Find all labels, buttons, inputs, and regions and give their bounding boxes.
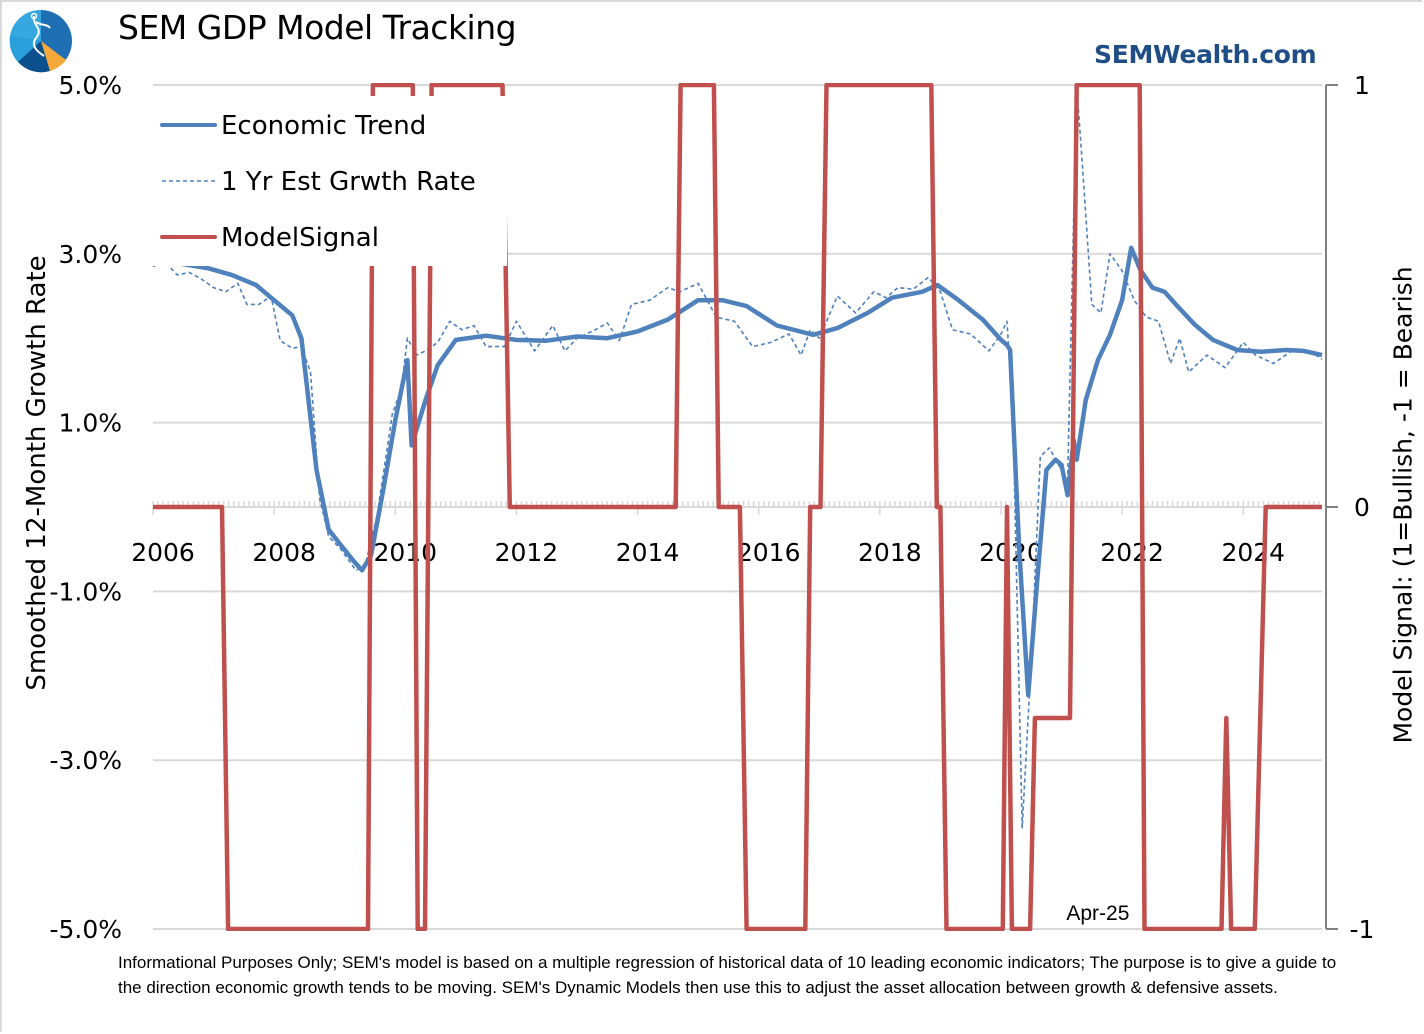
x-tick-label: 2006 xyxy=(131,538,195,567)
y-tick-label: -3.0% xyxy=(49,746,122,775)
x-tick-label: 2016 xyxy=(737,538,801,567)
y-tick-label: 1.0% xyxy=(58,409,122,438)
y2-tick-label: -1 xyxy=(1350,915,1375,944)
annotation-label: Apr-25 xyxy=(1066,902,1129,925)
x-tick-label: 2018 xyxy=(858,538,922,567)
legend-label-signal: ModelSignal xyxy=(221,223,379,253)
x-tick-label: 2024 xyxy=(1221,538,1285,567)
x-tick-label: 2020 xyxy=(979,538,1043,567)
series xyxy=(152,83,1323,931)
x-tick-label: 2012 xyxy=(495,538,559,567)
y2-tick-label: 0 xyxy=(1354,493,1370,522)
series-1yr-est-growth xyxy=(152,84,1323,829)
axes: 5.0%3.0%1.0%-1.0%-3.0%-5.0%2006 2008 2010 2… xyxy=(49,71,1374,944)
annotations: Apr-25 xyxy=(1066,902,1129,925)
series-economic-trend xyxy=(152,245,1323,698)
chart-title: SEM GDP Model Tracking xyxy=(118,8,517,47)
y-tick-label: 5.0% xyxy=(58,71,122,100)
footer-note: Informational Purposes Only; SEM's model… xyxy=(118,953,1337,997)
x-tick-label: 2008 xyxy=(252,538,316,567)
y-tick-label: 3.0% xyxy=(58,240,122,269)
legend-label-estimate: 1 Yr Est Grwth Rate xyxy=(221,167,476,197)
x-tick-label: 2014 xyxy=(616,538,680,567)
brand-link[interactable]: SEMWealth.com xyxy=(1094,40,1317,69)
y-tick-label: -5.0% xyxy=(49,915,122,944)
series-model-signal xyxy=(153,83,1322,931)
logo-icon xyxy=(9,9,72,73)
y2-tick-label: 1 xyxy=(1354,71,1370,100)
y-tick-label: -1.0% xyxy=(49,577,122,606)
legend: Economic Trend 1 Yr Est Grwth Rate Model… xyxy=(150,96,507,266)
legend-label-trend: Economic Trend xyxy=(221,111,426,141)
x-tick-label: 2022 xyxy=(1100,538,1164,567)
